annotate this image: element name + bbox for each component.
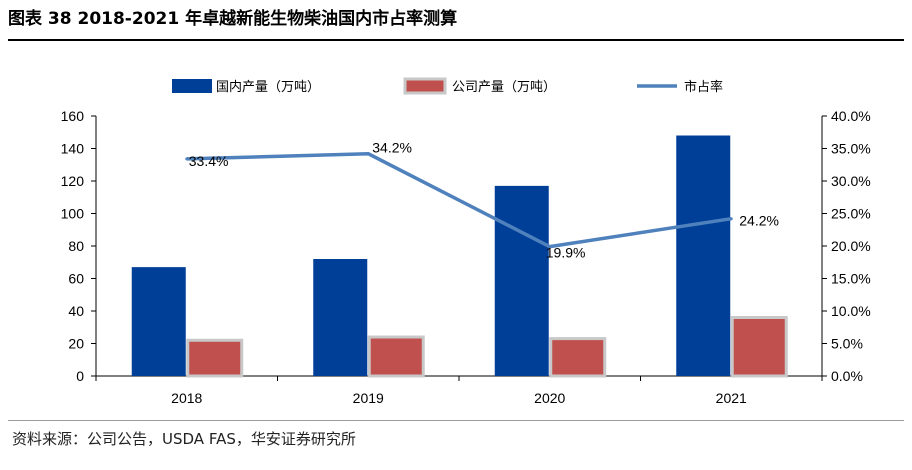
bar-domestic-output <box>313 259 368 376</box>
share-line-point <box>366 152 370 156</box>
right-axis-tick-label: 35.0% <box>831 141 871 157</box>
share-data-label: 33.4% <box>189 153 229 169</box>
x-axis-tick-label: 2019 <box>353 390 384 406</box>
bar-company-output <box>186 338 244 378</box>
left-axis-tick-label: 160 <box>61 108 85 124</box>
source-note: 资料来源：公司公告，USDA FAS，华安证券研究所 <box>12 430 356 448</box>
share-line-point <box>729 217 733 221</box>
bar-company-output <box>367 335 425 378</box>
bar-domestic-output <box>676 135 731 376</box>
x-axis-tick-label: 2018 <box>171 390 202 406</box>
bar-company-output <box>730 316 788 378</box>
left-axis-tick-label: 120 <box>61 173 85 189</box>
right-axis-tick-label: 0.0% <box>831 368 863 384</box>
right-axis-tick-label: 15.0% <box>831 271 871 287</box>
source-divider <box>8 420 904 421</box>
left-axis-tick-label: 80 <box>68 238 84 254</box>
left-axis-tick-label: 100 <box>61 206 85 222</box>
left-axis-tick-label: 0 <box>76 368 84 384</box>
right-axis-tick-label: 10.0% <box>831 303 871 319</box>
left-axis-tick-label: 60 <box>68 271 84 287</box>
share-data-label: 19.9% <box>546 245 586 261</box>
legend-label-share: 市占率 <box>684 79 723 95</box>
bar-domestic-output <box>494 185 549 376</box>
right-axis-tick-label: 5.0% <box>831 336 863 352</box>
bar-company-output <box>549 337 607 378</box>
x-axis-tick-label: 2020 <box>534 390 565 406</box>
right-axis-tick-label: 30.0% <box>831 173 871 189</box>
left-axis-tick-label: 20 <box>68 336 84 352</box>
chart-bars <box>131 135 788 378</box>
share-line-series <box>185 151 733 249</box>
share-line-point <box>548 245 552 249</box>
chart-canvas: 国内产量（万吨） 公司产量（万吨） 市占率 0 20 40 60 80 100 120 140 16… <box>61 77 871 406</box>
legend-swatch-domestic <box>172 79 212 93</box>
right-axis-tick-label: 25.0% <box>831 206 871 222</box>
legend-swatch-company <box>403 77 447 95</box>
data-labels: 33.4% 34.2% 19.9% 24.2% <box>189 140 779 261</box>
legend-label-domestic: 国内产量（万吨） <box>216 79 320 95</box>
chart-axes: 0 20 40 60 80 100 120 140 160 0.0% 5.0% 10.0% 15.0% 2… <box>61 108 871 406</box>
right-axis-tick-label: 20.0% <box>831 238 871 254</box>
legend-label-company: 公司产量（万吨） <box>452 80 556 95</box>
x-axis-tick-label: 2021 <box>716 390 747 406</box>
figure-title: 图表 38 2018-2021 年卓越新能生物柴油国内市占率测算 <box>8 9 458 29</box>
title-underline <box>8 39 904 41</box>
left-axis-tick-label: 40 <box>68 303 84 319</box>
bar-domestic-output <box>131 267 186 376</box>
share-data-label: 34.2% <box>372 140 412 156</box>
share-line-point <box>185 157 189 161</box>
left-axis-tick-label: 140 <box>61 141 85 157</box>
chart-legend: 国内产量（万吨） 公司产量（万吨） 市占率 <box>172 77 723 95</box>
share-data-label: 24.2% <box>739 213 779 229</box>
right-axis-tick-label: 40.0% <box>831 108 871 124</box>
share-line <box>186 151 732 249</box>
